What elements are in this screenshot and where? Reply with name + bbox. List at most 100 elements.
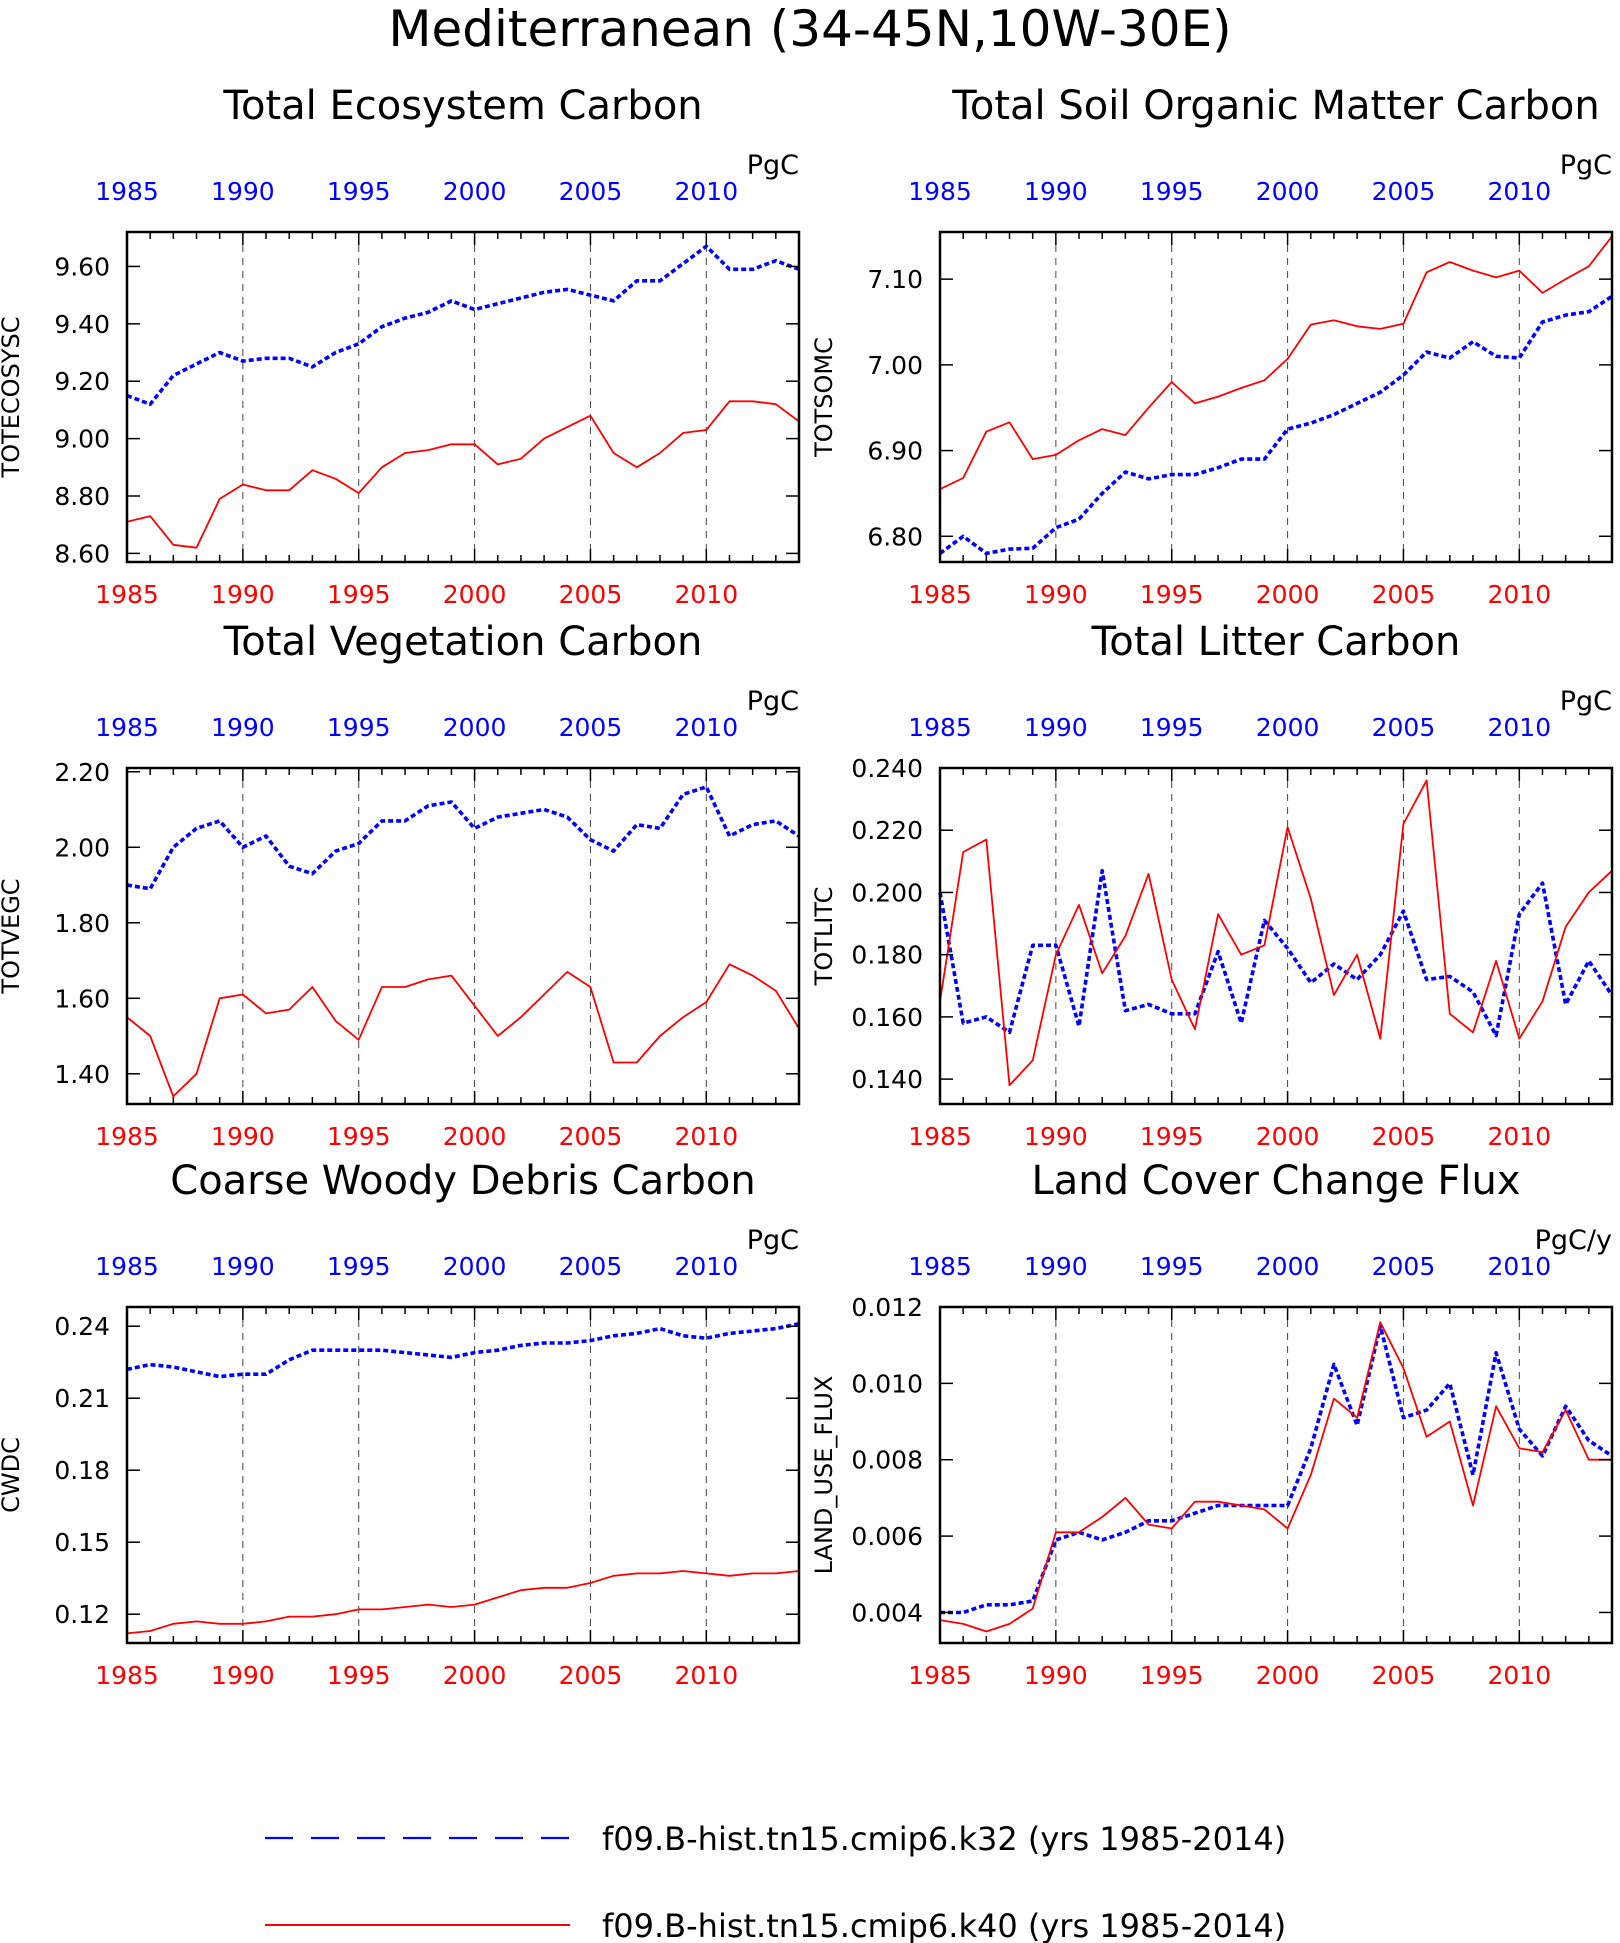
main-title: Mediterranean (34-45N,10W-30E) xyxy=(388,0,1231,58)
x-tick-label-bottom: 2010 xyxy=(1487,1661,1551,1690)
y-tick-label: 1.60 xyxy=(54,984,110,1013)
series-k32-line xyxy=(938,868,1614,1038)
units-label: PgC xyxy=(747,686,799,717)
chart-panel-6: Land Cover Change Flux PgC/y 1985 1985 1990 1… xyxy=(810,1158,1614,1690)
y-tick-label: 1.40 xyxy=(54,1060,110,1089)
panel-title: Coarse Woody Debris Carbon xyxy=(170,1158,755,1204)
x-tick-label-top: 2010 xyxy=(674,177,738,206)
x-tick-label-top: 1985 xyxy=(95,1252,159,1281)
y-tick-label: 0.240 xyxy=(851,754,923,783)
x-tick-label-top: 1990 xyxy=(1024,177,1088,206)
units-label: PgC xyxy=(747,1225,799,1256)
y-tick-label: 0.180 xyxy=(851,941,923,970)
x-tick-label-bottom: 2010 xyxy=(674,1122,738,1151)
x-tick-label-bottom: 1985 xyxy=(908,1661,972,1690)
x-tick-label-bottom: 1990 xyxy=(211,580,275,609)
x-tick-label-bottom: 1985 xyxy=(95,1661,159,1690)
y-tick-label: 0.010 xyxy=(851,1369,923,1398)
x-tick-label-top: 2010 xyxy=(1487,713,1551,742)
x-tick-label-top: 1985 xyxy=(95,713,159,742)
y-axis-label: TOTVEGC xyxy=(0,878,25,994)
y-tick-label: 6.80 xyxy=(867,522,923,551)
plot-frame xyxy=(938,230,1614,564)
x-tick-label-bottom: 2000 xyxy=(1256,1122,1320,1151)
y-tick-label: 9.60 xyxy=(54,252,110,281)
y-axis-label: CWDC xyxy=(0,1437,25,1513)
panel-title: Total Vegetation Carbon xyxy=(223,619,703,665)
y-tick-label: 0.012 xyxy=(851,1293,923,1322)
x-tick-label-bottom: 2005 xyxy=(559,580,623,609)
x-tick-label-bottom: 2000 xyxy=(1256,1661,1320,1690)
x-tick-label-bottom: 2000 xyxy=(443,1122,507,1151)
series-k40-line xyxy=(126,963,800,1098)
y-tick-label: 0.160 xyxy=(851,1003,923,1032)
plot-frame xyxy=(938,766,1614,1106)
x-tick-label-top: 1985 xyxy=(908,177,972,206)
x-tick-label-bottom: 1985 xyxy=(95,1122,159,1151)
y-tick-label: 0.18 xyxy=(54,1456,110,1485)
panel-title: Total Soil Organic Matter Carbon xyxy=(951,83,1600,129)
x-tick-label-top: 2005 xyxy=(559,177,623,206)
x-tick-label-bottom: 1985 xyxy=(908,580,972,609)
x-tick-label-bottom: 2010 xyxy=(1487,580,1551,609)
units-label: PgC/y xyxy=(1535,1225,1612,1256)
x-tick-label-bottom: 2010 xyxy=(674,1661,738,1690)
y-tick-label: 0.220 xyxy=(851,816,923,845)
x-tick-label-top: 2005 xyxy=(559,1252,623,1281)
y-tick-label: 8.80 xyxy=(54,482,110,511)
x-tick-label-top: 2005 xyxy=(1372,1252,1436,1281)
x-tick-label-bottom: 2000 xyxy=(443,580,507,609)
chart-panel-5: Coarse Woody Debris Carbon PgC 1985 1985 199… xyxy=(0,1158,801,1690)
x-tick-label-bottom: 1990 xyxy=(211,1122,275,1151)
y-tick-label: 0.12 xyxy=(54,1600,110,1629)
x-tick-label-bottom: 2005 xyxy=(559,1661,623,1690)
y-axis-label: TOTLITC xyxy=(810,887,838,987)
y-tick-label: 0.21 xyxy=(54,1384,110,1413)
y-tick-label: 9.20 xyxy=(54,367,110,396)
series-k32-line xyxy=(940,1324,1613,1615)
x-tick-label-top: 2000 xyxy=(443,1252,507,1281)
x-tick-label-top: 1985 xyxy=(95,177,159,206)
plot-frame xyxy=(125,230,801,564)
y-tick-label: 0.140 xyxy=(851,1065,923,1094)
x-tick-label-bottom: 1995 xyxy=(1140,580,1204,609)
y-tick-label: 0.004 xyxy=(851,1598,923,1627)
plot-frame xyxy=(938,1305,1614,1645)
series-k40-line xyxy=(939,779,1613,1087)
legend: f09.B-hist.tn15.cmip6.k32 (yrs 1985-2014… xyxy=(265,1820,1286,1943)
x-tick-label-bottom: 1985 xyxy=(95,580,159,609)
y-tick-label: 2.00 xyxy=(54,833,110,862)
x-tick-label-top: 2005 xyxy=(1372,177,1436,206)
x-tick-label-top: 2010 xyxy=(674,713,738,742)
y-tick-label: 9.40 xyxy=(54,310,110,339)
x-tick-label-bottom: 1995 xyxy=(1140,1122,1204,1151)
series-k40-line xyxy=(939,1321,1612,1633)
x-tick-label-bottom: 2010 xyxy=(1487,1122,1551,1151)
x-tick-label-bottom: 1990 xyxy=(1024,580,1088,609)
x-tick-label-bottom: 1985 xyxy=(908,1122,972,1151)
x-tick-label-top: 1995 xyxy=(1140,713,1204,742)
plot-frame xyxy=(125,1305,801,1645)
legend-k32-label: f09.B-hist.tn15.cmip6.k32 (yrs 1985-2014… xyxy=(602,1820,1286,1858)
series-k32-line xyxy=(126,244,800,406)
panel-title: Land Cover Change Flux xyxy=(1031,1158,1520,1204)
y-tick-label: 0.006 xyxy=(851,1522,923,1551)
plot-frame xyxy=(125,766,801,1106)
series-k32-line xyxy=(126,1322,800,1379)
x-tick-label-top: 1990 xyxy=(1024,1252,1088,1281)
x-tick-label-top: 2000 xyxy=(1256,713,1320,742)
x-tick-label-top: 2010 xyxy=(1487,177,1551,206)
x-tick-label-top: 2000 xyxy=(1256,177,1320,206)
x-tick-label-bottom: 2005 xyxy=(559,1122,623,1151)
units-label: PgC xyxy=(1560,686,1612,717)
units-label: PgC xyxy=(747,150,799,181)
x-tick-label-bottom: 1995 xyxy=(327,580,391,609)
x-tick-label-bottom: 1995 xyxy=(327,1661,391,1690)
series-k40-line xyxy=(939,235,1613,490)
x-tick-label-bottom: 2005 xyxy=(1372,1661,1436,1690)
y-axis-label: LAND_USE_FLUX xyxy=(810,1376,838,1575)
x-tick-label-top: 2010 xyxy=(1487,1252,1551,1281)
x-tick-label-bottom: 1995 xyxy=(327,1122,391,1151)
x-tick-label-top: 1995 xyxy=(1140,1252,1204,1281)
x-tick-label-top: 2000 xyxy=(1256,1252,1320,1281)
